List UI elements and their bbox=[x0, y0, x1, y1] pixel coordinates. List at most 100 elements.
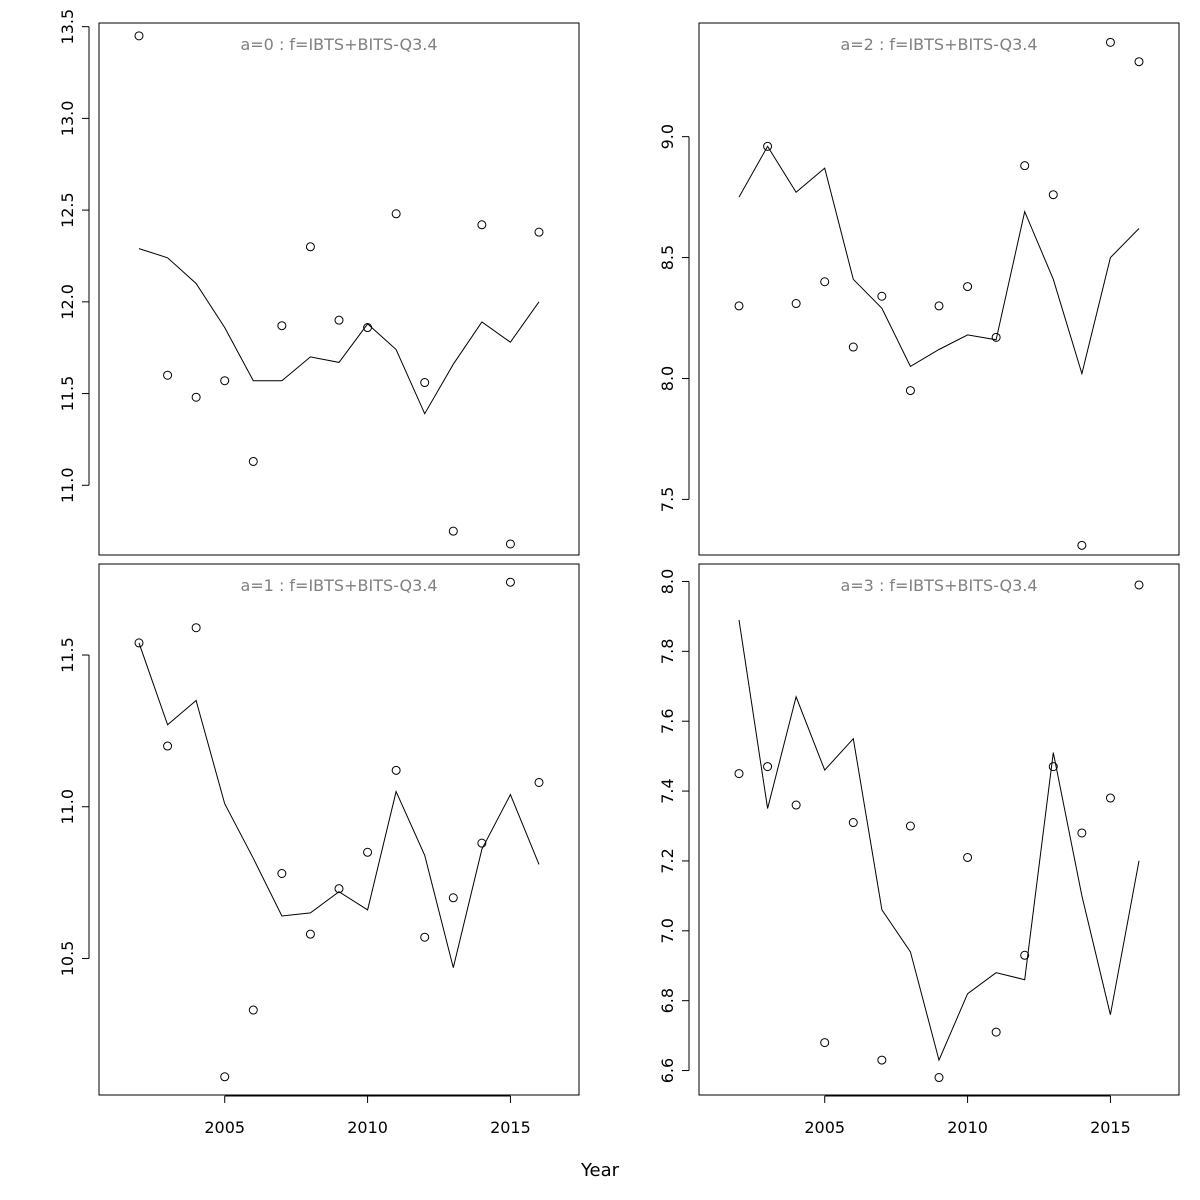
observed-point bbox=[1134, 580, 1144, 590]
y-tick-label: 8.0 bbox=[658, 569, 677, 594]
y-tick-label: 7.0 bbox=[658, 918, 677, 943]
observed-point bbox=[905, 386, 915, 396]
observed-point bbox=[363, 847, 373, 857]
observed-point bbox=[277, 868, 287, 878]
observed-point bbox=[1134, 57, 1144, 67]
panel-title: a=3 : f=IBTS+BITS-Q3.4 bbox=[840, 576, 1037, 595]
observed-point bbox=[248, 456, 258, 466]
observed-point bbox=[1077, 540, 1087, 550]
panel-title: a=1 : f=IBTS+BITS-Q3.4 bbox=[240, 576, 437, 595]
panel-top-left: a=0 : f=IBTS+BITS-Q3.4 11.0 11.5 12.0 12.5 13… bbox=[58, 9, 580, 556]
observed-point bbox=[820, 1038, 830, 1048]
observed-point bbox=[1020, 161, 1030, 171]
y-tick-label: 8.0 bbox=[658, 366, 677, 391]
y-tick-label: 12.5 bbox=[58, 192, 77, 228]
observed-point bbox=[505, 539, 515, 549]
observed-point bbox=[248, 1005, 258, 1015]
observed-point bbox=[220, 1072, 230, 1082]
observed-point bbox=[734, 769, 744, 779]
y-tick-label: 13.0 bbox=[58, 101, 77, 137]
y-tick-label: 11.5 bbox=[58, 376, 77, 412]
fitted-line bbox=[738, 619, 1140, 1062]
observed-point bbox=[1020, 950, 1030, 960]
observed-point bbox=[191, 623, 201, 633]
y-tick-label: 10.5 bbox=[58, 941, 77, 977]
observed-point bbox=[1048, 762, 1058, 772]
observed-point bbox=[448, 526, 458, 536]
y-tick-label: 11.0 bbox=[58, 789, 77, 825]
observed-point bbox=[334, 315, 344, 325]
observed-point bbox=[820, 277, 830, 287]
observed-point bbox=[963, 282, 973, 292]
observed-point bbox=[877, 1055, 887, 1065]
observed-point bbox=[163, 741, 173, 751]
observed-point bbox=[934, 1073, 944, 1083]
observed-point bbox=[277, 321, 287, 331]
observed-point bbox=[1048, 190, 1058, 200]
y-tick-label: 6.6 bbox=[658, 1058, 677, 1083]
observed-point bbox=[877, 291, 887, 301]
y-tick-label: 7.8 bbox=[658, 639, 677, 664]
observed-point bbox=[791, 299, 801, 309]
y-tick-label: 13.5 bbox=[58, 9, 77, 45]
observed-point bbox=[848, 818, 858, 828]
panel-bottom-right: a=3 : f=IBTS+BITS-Q3.4 6.6 6.8 7.0 7.2 7.4 7.6… bbox=[658, 563, 1180, 1137]
x-tick-label: 2010 bbox=[347, 1118, 388, 1137]
observed-point bbox=[791, 800, 801, 810]
y-tick-label: 12.0 bbox=[58, 284, 77, 320]
observed-point bbox=[448, 893, 458, 903]
y-tick-label: 7.2 bbox=[658, 848, 677, 873]
observed-point bbox=[763, 762, 773, 772]
observed-point bbox=[391, 209, 401, 219]
plot-frame bbox=[98, 563, 580, 1096]
observed-point bbox=[134, 31, 144, 41]
y-tick-label: 8.5 bbox=[658, 245, 677, 270]
observed-point bbox=[134, 638, 144, 648]
observed-point bbox=[1077, 828, 1087, 838]
y-tick-label: 9.0 bbox=[658, 124, 677, 149]
observed-point bbox=[934, 301, 944, 311]
x-axis-title: Year bbox=[580, 1160, 620, 1181]
panel-bottom-left: a=1 : f=IBTS+BITS-Q3.4 10.5 11.0 11.5 2005 20… bbox=[58, 563, 580, 1137]
observed-point bbox=[991, 1027, 1001, 1037]
x-tick-label: 2005 bbox=[804, 1118, 845, 1137]
observed-point bbox=[505, 577, 515, 587]
observed-point bbox=[163, 370, 173, 380]
plot-frame bbox=[98, 22, 580, 556]
observed-point bbox=[191, 392, 201, 402]
x-tick-label: 2010 bbox=[947, 1118, 988, 1137]
observed-point bbox=[334, 884, 344, 894]
observed-point bbox=[420, 932, 430, 942]
x-tick-label: 2015 bbox=[490, 1118, 531, 1137]
y-tick-label: 11.5 bbox=[58, 637, 77, 673]
y-tick-label: 7.4 bbox=[658, 778, 677, 803]
plot-frame bbox=[698, 563, 1180, 1096]
observed-point bbox=[734, 301, 744, 311]
observed-point bbox=[305, 929, 315, 939]
observed-point bbox=[477, 838, 487, 848]
observed-point bbox=[905, 821, 915, 831]
y-tick-label: 7.6 bbox=[658, 708, 677, 733]
observed-point bbox=[991, 332, 1001, 342]
observed-point bbox=[763, 141, 773, 151]
x-tick-label: 2005 bbox=[204, 1118, 245, 1137]
fitted-line bbox=[138, 642, 540, 968]
plot-frame bbox=[698, 22, 1180, 556]
y-tick-label: 6.8 bbox=[658, 988, 677, 1013]
observed-point bbox=[391, 765, 401, 775]
observed-point bbox=[848, 342, 858, 352]
x-tick-label: 2015 bbox=[1090, 1118, 1131, 1137]
observed-point bbox=[534, 777, 544, 787]
panel-title: a=2 : f=IBTS+BITS-Q3.4 bbox=[840, 35, 1037, 54]
y-tick-label: 11.0 bbox=[58, 467, 77, 503]
observed-point bbox=[1105, 793, 1115, 803]
panel-top-right: a=2 : f=IBTS+BITS-Q3.4 7.5 8.0 8.5 9.0 bbox=[658, 22, 1180, 556]
y-tick-label: 7.5 bbox=[658, 487, 677, 512]
fitted-line bbox=[738, 145, 1140, 376]
observed-point bbox=[420, 378, 430, 388]
fitted-line bbox=[138, 248, 540, 415]
observed-point bbox=[220, 376, 230, 386]
observed-point bbox=[963, 852, 973, 862]
observed-point bbox=[1105, 37, 1115, 47]
